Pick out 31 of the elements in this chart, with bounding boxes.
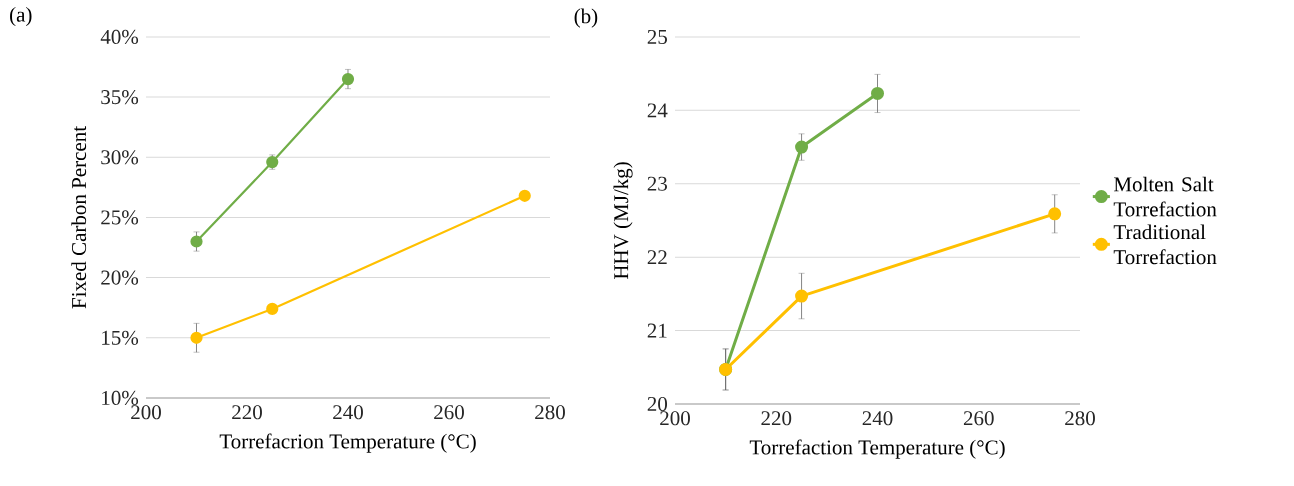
y-tick-label: 20%	[101, 270, 139, 285]
y-tick-label: 10%	[102, 390, 139, 406]
y-tick-label: 35%	[101, 90, 139, 105]
x-tick-label: 280	[1065, 411, 1095, 426]
x-tick-label: 220	[232, 405, 262, 420]
y-tick-label: 25%	[101, 210, 139, 225]
legend-label: Traditional Torrefaction	[1113, 224, 1217, 265]
x-tick-label: 260	[434, 405, 464, 420]
y-axis-title: Fixed Carbon Percent	[71, 126, 87, 309]
x-tick-label: 240	[862, 411, 893, 426]
x-tick-label: 240	[333, 405, 363, 420]
chart-title: (b)	[574, 8, 598, 28]
y-tick-label: 22	[647, 250, 667, 265]
y-tick-label: 25	[647, 29, 667, 45]
y-tick-label: 30%	[101, 150, 139, 165]
y-axis-title: HHV (MJ/kg)	[613, 162, 633, 280]
x-tick-label: 220	[761, 411, 792, 426]
y-tick-label: 20	[647, 396, 668, 412]
y-tick-label: 21	[647, 323, 667, 338]
chart-title: (a)	[10, 7, 32, 27]
y-tick-label: 15%	[102, 330, 139, 345]
legend-label: Molten Salt Torrefaction	[1113, 176, 1217, 217]
y-tick-label: 24	[647, 103, 668, 118]
y-tick-label: 23	[647, 176, 667, 191]
x-tick-label: 200	[131, 405, 161, 420]
y-tick-label: 40%	[100, 29, 139, 45]
x-axis-title: Torrefaction Temperature (°C)	[749, 439, 1005, 459]
x-tick-label: 260	[963, 411, 994, 426]
x-tick-label: 280	[535, 405, 565, 420]
x-axis-title: Torrefacrion Temperature (°C)	[219, 433, 476, 453]
x-tick-label: 200	[660, 411, 690, 426]
